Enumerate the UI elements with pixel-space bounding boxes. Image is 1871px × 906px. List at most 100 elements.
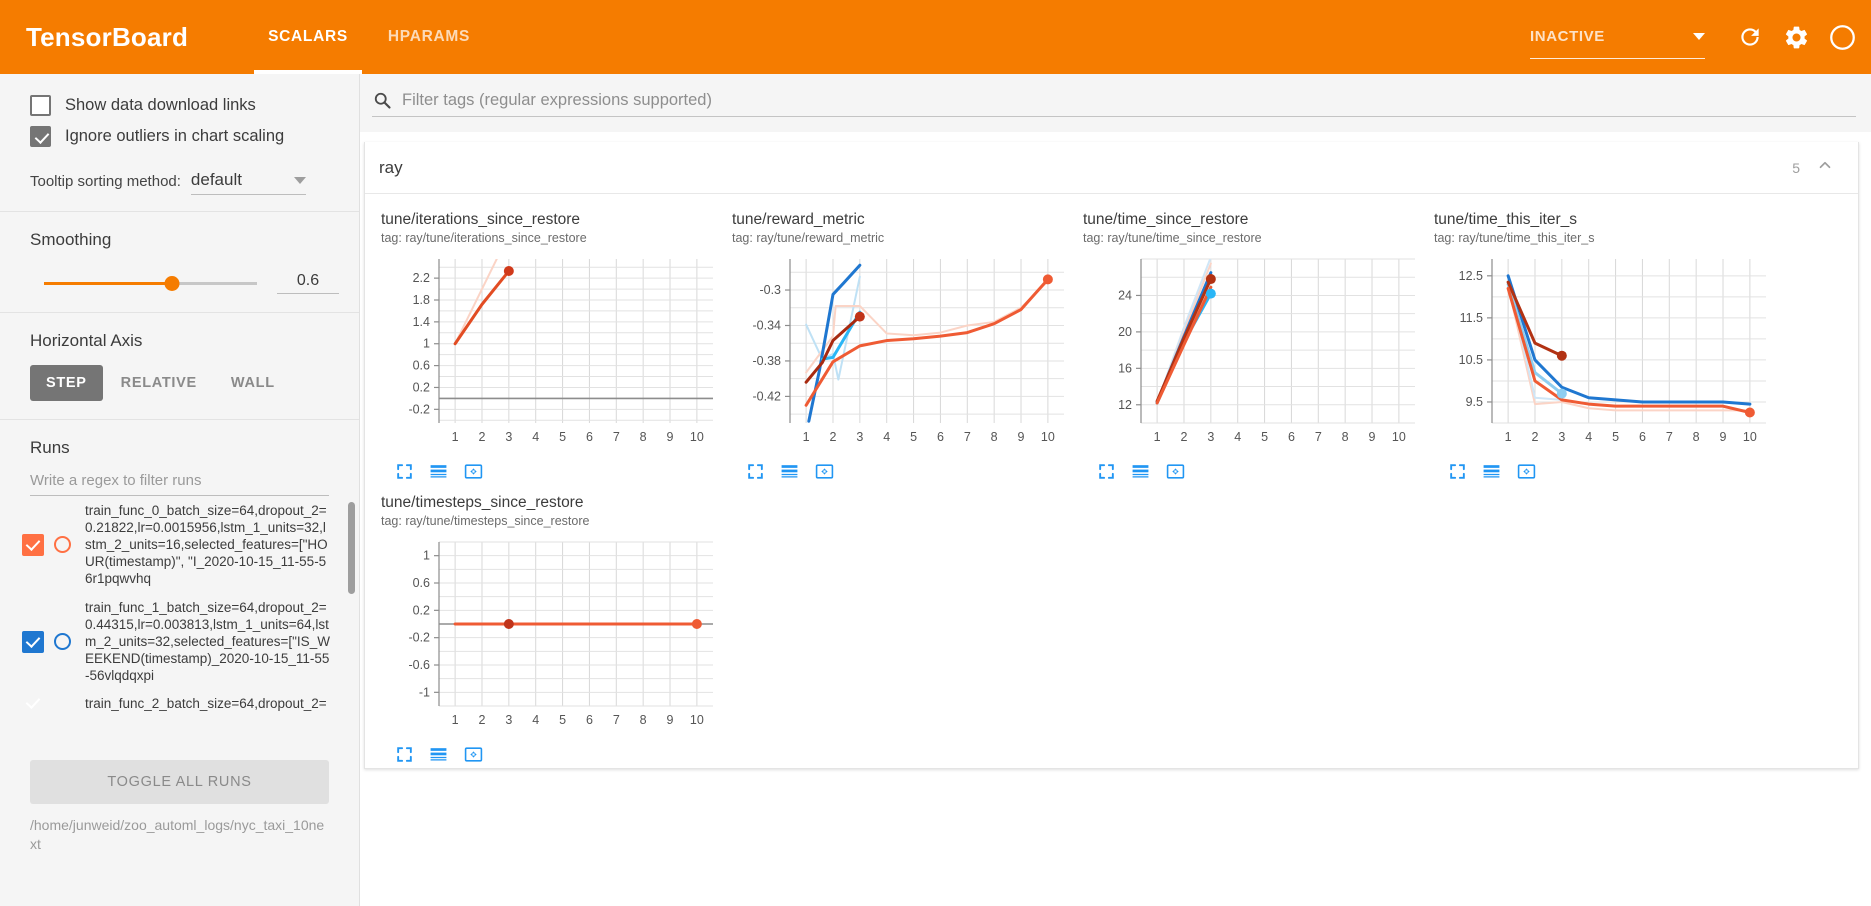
svg-text:3: 3 xyxy=(505,430,512,444)
chevron-down-icon xyxy=(293,176,306,184)
horizontal-axis-label: Horizontal Axis xyxy=(30,331,143,350)
expand-icon[interactable] xyxy=(1448,462,1467,481)
help-button[interactable] xyxy=(1819,14,1865,60)
data-table-icon[interactable] xyxy=(1130,462,1151,481)
run-checkbox[interactable] xyxy=(22,630,44,653)
fullscreen-icon[interactable] xyxy=(463,745,484,764)
show-download-links-checkbox[interactable] xyxy=(30,95,51,116)
svg-text:3: 3 xyxy=(1207,430,1214,444)
svg-text:0.6: 0.6 xyxy=(413,359,430,373)
axis-option-wall[interactable]: WALL xyxy=(230,375,275,391)
show-download-links-label: Show data download links xyxy=(65,96,256,114)
tab-scalars[interactable]: SCALARS xyxy=(248,0,368,74)
sidebar-options-section: Show data download links Ignore outliers… xyxy=(0,74,359,212)
ignore-outliers-row[interactable]: Ignore outliers in chart scaling xyxy=(0,121,359,152)
svg-text:1: 1 xyxy=(803,430,810,444)
settings-button[interactable] xyxy=(1773,14,1819,60)
svg-text:10: 10 xyxy=(1743,430,1757,444)
run-color-indicator[interactable] xyxy=(54,633,71,650)
svg-text:4: 4 xyxy=(1234,430,1241,444)
slider-knob[interactable] xyxy=(164,275,180,291)
chart-plot[interactable]: -0.42 -0.38 -0.34 -0.3 1 2 3 4 5 6 7 8 9 10 xyxy=(732,253,1075,458)
help-icon xyxy=(1829,24,1855,50)
run-state-value: INACTIVE xyxy=(1530,28,1605,45)
chart-toolbar xyxy=(381,458,724,481)
svg-text:6: 6 xyxy=(937,430,944,444)
fullscreen-icon[interactable] xyxy=(1516,462,1537,481)
svg-text:-1: -1 xyxy=(419,685,430,699)
chart-plot[interactable]: 12 16 20 24 1 2 3 4 5 6 7 8 9 10 xyxy=(1083,253,1426,458)
tab-hparams[interactable]: HPARAMS xyxy=(387,28,471,45)
runs-filter-input[interactable]: Write a regex to filter runs xyxy=(30,472,329,496)
reload-button[interactable] xyxy=(1727,14,1773,60)
topbar-actions: INACTIVE xyxy=(1530,14,1871,60)
list-item[interactable]: train_func_2_batch_size=64,dropout_2= xyxy=(22,690,351,720)
slider-fill xyxy=(44,281,172,285)
run-state-select[interactable]: INACTIVE xyxy=(1530,15,1705,59)
run-checkbox[interactable] xyxy=(22,533,44,556)
svg-text:4: 4 xyxy=(883,430,890,444)
svg-text:12: 12 xyxy=(1118,398,1132,412)
svg-text:9.5: 9.5 xyxy=(1466,395,1483,409)
chart-title: tune/time_since_restore xyxy=(1083,211,1249,228)
svg-text:11.5: 11.5 xyxy=(1460,311,1483,325)
axis-option-step[interactable]: STEP xyxy=(30,365,103,401)
tag-group-header[interactable]: ray 5 xyxy=(365,142,1858,194)
tooltip-sorting-select[interactable]: default xyxy=(190,170,306,195)
fullscreen-icon[interactable] xyxy=(1165,462,1186,481)
chevron-up-icon[interactable] xyxy=(1816,156,1834,179)
run-color-indicator[interactable] xyxy=(54,695,71,712)
list-item[interactable]: train_func_1_batch_size=64,dropout_2=0.4… xyxy=(22,593,351,690)
data-table-icon[interactable] xyxy=(428,745,449,764)
top-navigation-bar: TensorBoard SCALARS HPARAMS INACTIVE xyxy=(0,0,1871,74)
chart-cell: tune/time_since_restore tag: ray/tune/tim… xyxy=(1083,210,1426,481)
svg-text:1: 1 xyxy=(452,430,459,444)
expand-icon[interactable] xyxy=(395,462,414,481)
run-label: train_func_2_batch_size=64,dropout_2= xyxy=(85,695,327,711)
chart-title: tune/iterations_since_restore xyxy=(381,211,581,228)
ignore-outliers-checkbox[interactable] xyxy=(30,126,51,147)
svg-text:1: 1 xyxy=(423,337,430,351)
chart-plot[interactable]: -1 -0.6 -0.2 0.2 0.6 1 1 2 3 4 5 6 7 8 9 10 xyxy=(381,536,724,741)
svg-text:10: 10 xyxy=(690,430,704,444)
show-download-links-row[interactable]: Show data download links xyxy=(0,90,359,121)
svg-text:3: 3 xyxy=(505,713,512,727)
chart-grid: tune/iterations_since_restore tag: ray/tu… xyxy=(365,194,1858,768)
tag-filter-field[interactable]: Filter tags (regular expressions support… xyxy=(372,90,1856,117)
smoothing-slider[interactable] xyxy=(44,274,257,292)
svg-text:1: 1 xyxy=(1505,430,1512,444)
axis-option-relative[interactable]: RELATIVE xyxy=(120,375,197,391)
tooltip-sorting-label: Tooltip sorting method: xyxy=(30,173,181,190)
svg-text:8: 8 xyxy=(991,430,998,444)
svg-text:9: 9 xyxy=(667,430,674,444)
fullscreen-icon[interactable] xyxy=(814,462,835,481)
svg-text:8: 8 xyxy=(1693,430,1700,444)
smoothing-label: Smoothing xyxy=(30,230,112,249)
svg-text:6: 6 xyxy=(1288,430,1295,444)
svg-text:1.8: 1.8 xyxy=(413,293,430,307)
svg-text:3: 3 xyxy=(856,430,863,444)
main-content: Filter tags (regular expressions support… xyxy=(360,74,1871,906)
chart-cell: tune/timesteps_since_restore tag: ray/tun… xyxy=(381,493,724,764)
toggle-all-runs-button[interactable]: TOGGLE ALL RUNS xyxy=(30,760,329,804)
svg-text:-0.2: -0.2 xyxy=(408,402,430,416)
expand-icon[interactable] xyxy=(1097,462,1116,481)
fullscreen-icon[interactable] xyxy=(463,462,484,481)
smoothing-value-input[interactable]: 0.6 xyxy=(277,272,339,294)
svg-text:5: 5 xyxy=(1261,430,1268,444)
chart-plot[interactable]: 9.5 10.5 11.5 12.5 1 2 3 4 5 6 7 8 9 10 xyxy=(1434,253,1777,458)
svg-text:3: 3 xyxy=(1558,430,1565,444)
runs-scrollbar[interactable] xyxy=(348,502,355,594)
expand-icon[interactable] xyxy=(395,745,414,764)
run-checkbox[interactable] xyxy=(22,692,44,714)
svg-text:2: 2 xyxy=(479,430,486,444)
list-item[interactable]: train_func_0_batch_size=64,dropout_2=0.2… xyxy=(22,496,351,593)
data-table-icon[interactable] xyxy=(428,462,449,481)
expand-icon[interactable] xyxy=(746,462,765,481)
data-table-icon[interactable] xyxy=(1481,462,1502,481)
run-color-indicator[interactable] xyxy=(54,536,71,553)
chart-plot[interactable]: -0.2 0.2 0.6 1 1.4 1.8 2.2 1 2 3 4 5 6 7 8 9 10 xyxy=(381,253,724,458)
gear-icon xyxy=(1785,26,1807,48)
data-table-icon[interactable] xyxy=(779,462,800,481)
